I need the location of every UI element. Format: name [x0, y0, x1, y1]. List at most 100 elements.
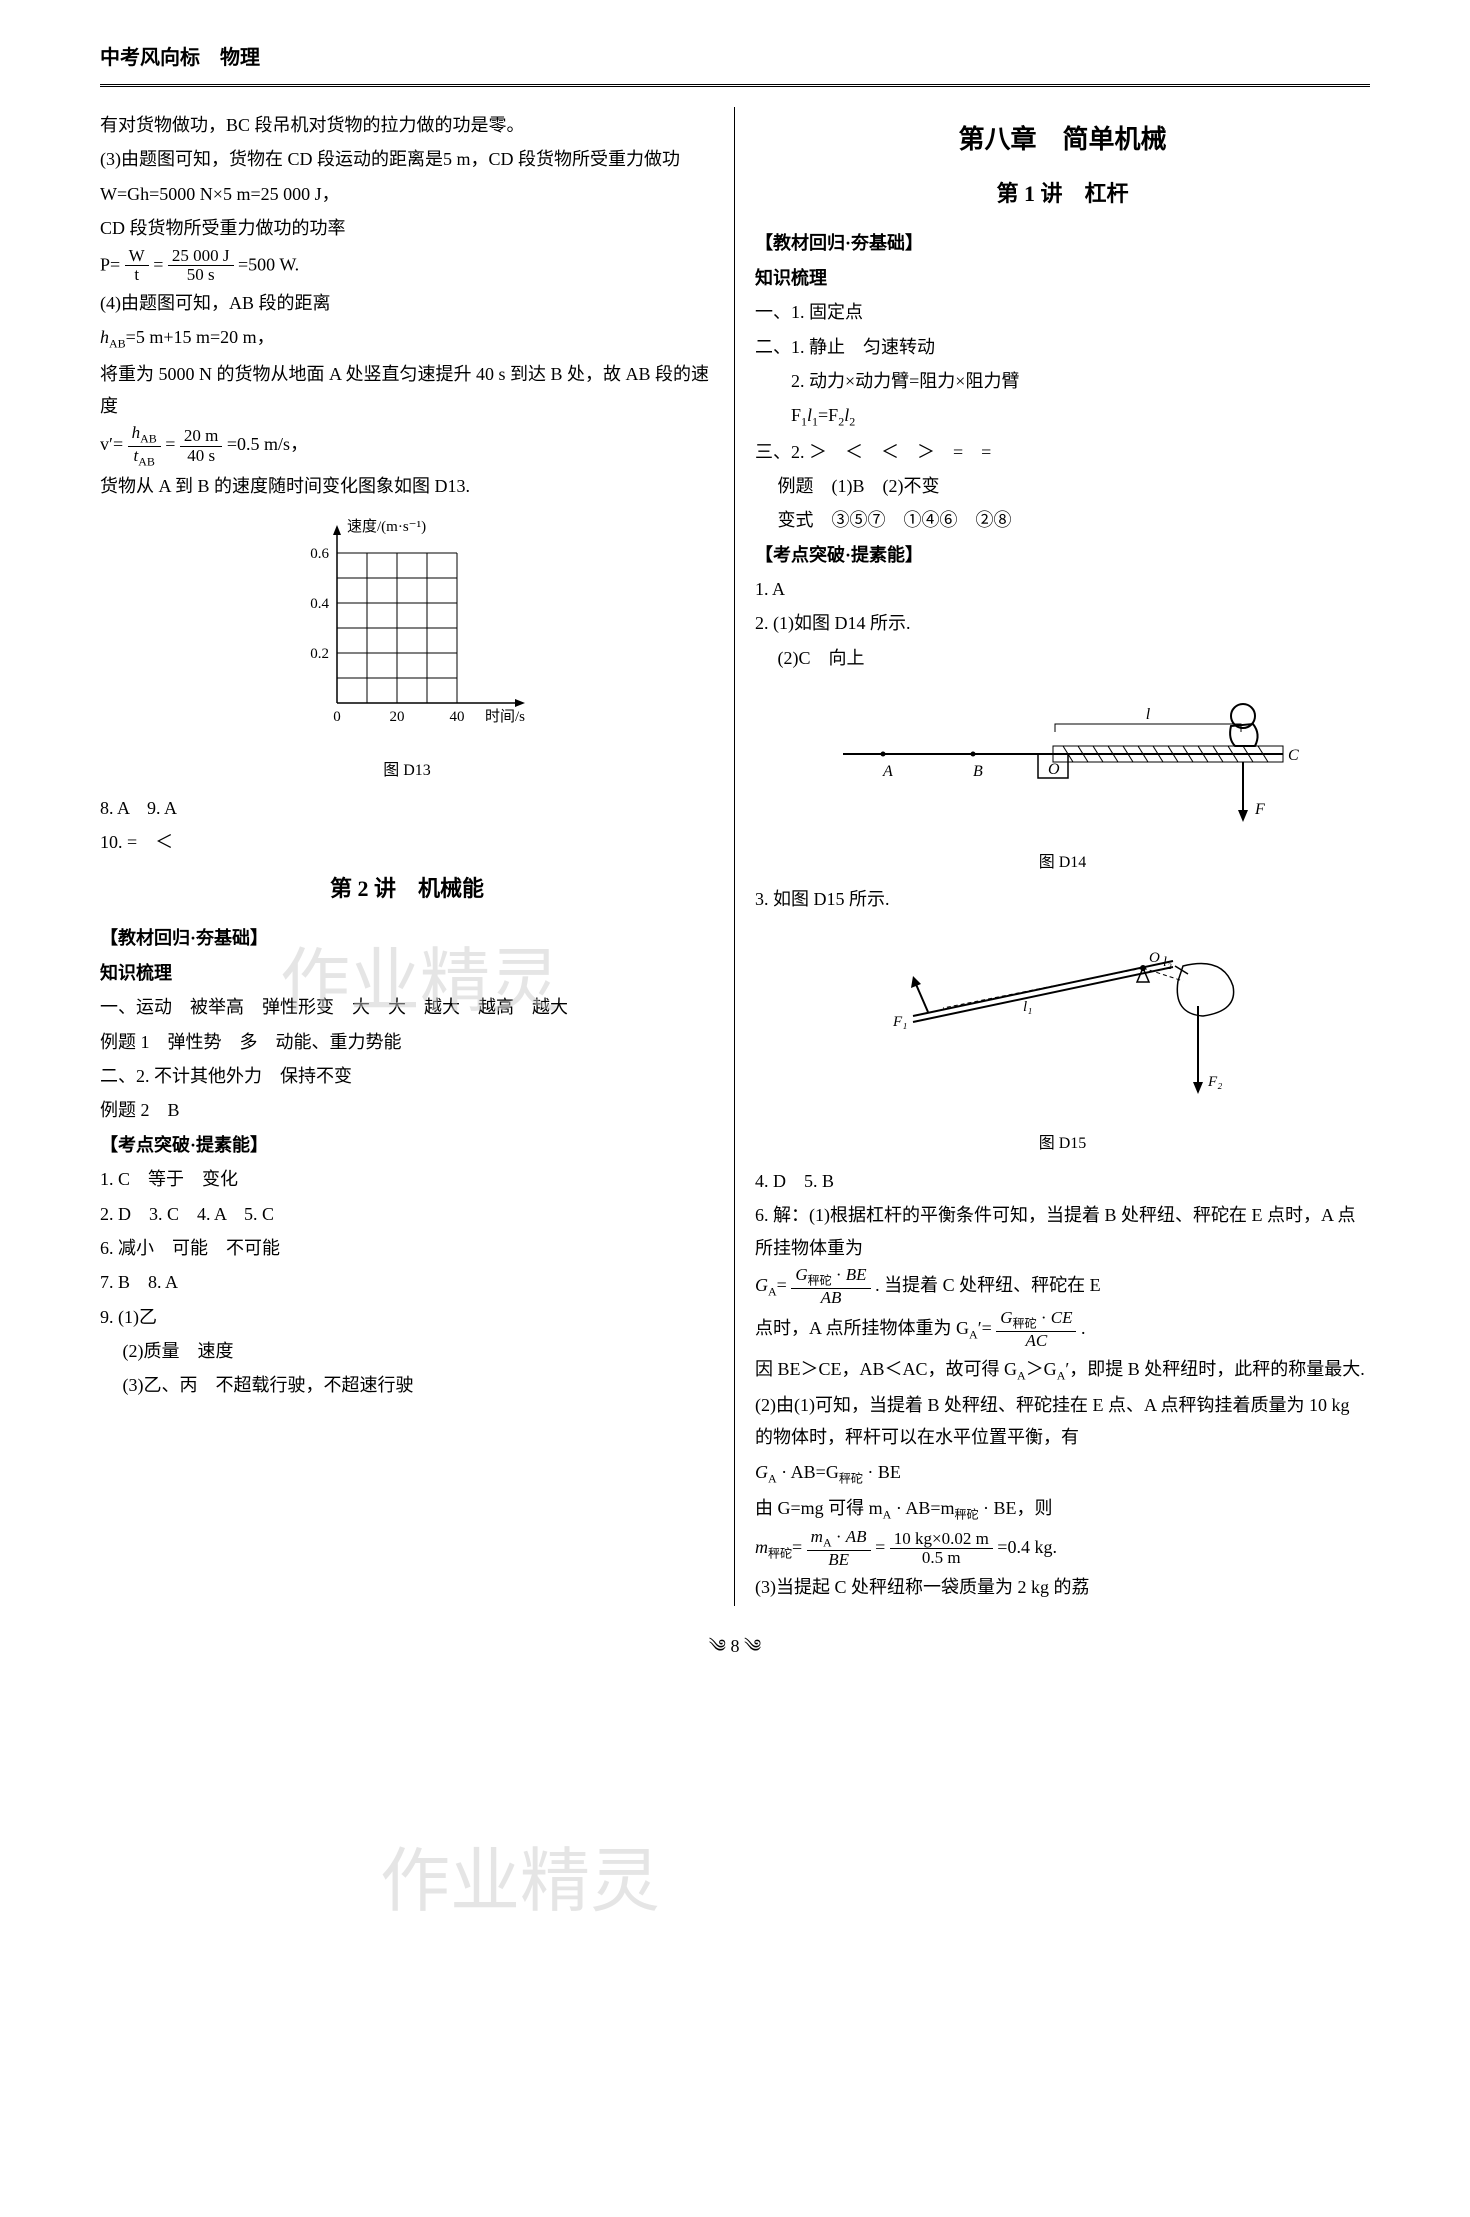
eq-part: =F — [818, 405, 838, 425]
sub-header: 知识梳理 — [100, 957, 714, 989]
text: 变式 ③⑤⑦ ①④⑥ ②⑧ — [755, 504, 1370, 536]
numerator: W — [125, 247, 149, 267]
eq-part: v′= — [100, 435, 123, 455]
page: 中考风向标 物理 有对货物做功，BC 段吊机对货物的拉力做的功是零。 (3)由题… — [100, 40, 1370, 1662]
eq-part: · BE，则 — [979, 1498, 1053, 1518]
xtick: 0 — [333, 709, 341, 725]
label: l₂ — [1163, 955, 1172, 970]
section-header: 【考点突破·提素能】 — [755, 539, 1370, 571]
numerator: hAB — [128, 424, 161, 447]
label: A — [882, 763, 893, 780]
text: 货物从 A 到 B 的速度随时间变化图象如图 D13. — [100, 470, 714, 502]
text: (4)由题图可知，AB 段的距离 — [100, 287, 714, 319]
eq-part: ＞G — [1026, 1359, 1057, 1379]
equation: GA= G秤砣 · BE AB . 当提着 C 处秤纽、秤砣在 E — [755, 1266, 1370, 1307]
equation: m秤砣= mA · AB BE = 10 kg×0.02 m 0.5 m =0.… — [755, 1528, 1370, 1569]
label: l₁ — [1023, 999, 1032, 1015]
subscript: 秤砣 — [955, 1507, 979, 1521]
page-header: 中考风向标 物理 — [100, 40, 1370, 87]
label: O — [1149, 950, 1160, 966]
equation: v′= hAB tAB = 20 m 40 s =0.5 m/s， — [100, 424, 714, 468]
text: 将重为 5000 N 的货物从地面 A 处竖直匀速提升 40 s 到达 B 处，… — [100, 358, 714, 423]
label: O — [1048, 761, 1060, 778]
fraction: 20 m 40 s — [180, 427, 222, 465]
equation: 点时，A 点所挂物体重为 GA′= G秤砣 · CE AC . — [755, 1309, 1370, 1350]
label: F₂ — [1207, 1074, 1222, 1090]
lesson-title: 第 2 讲 机械能 — [100, 869, 714, 909]
fraction: hAB tAB — [128, 424, 161, 468]
figure-d15: O F₁ l₁ l₂ F₂ 图 D15 — [755, 926, 1370, 1159]
label: l — [1145, 706, 1150, 723]
denominator: 0.5 m — [890, 1549, 993, 1568]
eq-part: 点时，A 点所挂物体重为 G — [755, 1318, 969, 1338]
fraction: 25 000 J 50 s — [168, 247, 234, 285]
text: 因 BE＞CE，AB＜AC，故可得 GA＞GA′，即提 B 处秤纽时，此秤的称量… — [755, 1353, 1370, 1387]
var: G — [755, 1462, 768, 1482]
answer-line: 6. 减小 可能 不可能 — [100, 1232, 714, 1264]
subscript: 2 — [849, 415, 855, 429]
page-number-value: 8 — [731, 1636, 740, 1656]
denominator: 40 s — [180, 447, 222, 466]
eq-part: F — [755, 405, 801, 425]
text: 二、2. 不计其他外力 保持不变 — [100, 1060, 714, 1092]
eq-part: . — [1081, 1318, 1086, 1338]
eq-part: = — [165, 435, 175, 455]
fraction: 10 kg×0.02 m 0.5 m — [890, 1530, 993, 1568]
figure-d14: l F A B O C 图 D14 — [755, 684, 1370, 877]
numerator: 25 000 J — [168, 247, 234, 267]
subscript: 秤砣 — [839, 1471, 863, 1485]
answer-line: 8. A 9. A — [100, 792, 714, 824]
equation: W=Gh=5000 N×5 m=25 000 J， — [100, 178, 714, 210]
eq-part: P= — [100, 254, 120, 274]
eq-part: · AB=G — [777, 1462, 839, 1482]
eq-part: · AB=m — [891, 1498, 954, 1518]
ylabel: 速度/(m·s⁻¹) — [347, 518, 426, 535]
eq-part: ′= — [978, 1318, 992, 1338]
subscript: 秤砣 — [768, 1546, 792, 1560]
fraction: W t — [125, 247, 149, 285]
label: C — [1288, 747, 1299, 764]
numerator: 10 kg×0.02 m — [890, 1530, 993, 1550]
text: CD 段货物所受重力做功的功率 — [100, 212, 714, 244]
eq-part: 由 G=mg 可得 m — [755, 1498, 883, 1518]
text: 例题 (1)B (2)不变 — [755, 470, 1370, 502]
watermark: 作业精灵 — [380, 1820, 660, 1946]
answer-line: 3. 如图 D15 所示. — [755, 883, 1370, 915]
sub-header: 知识梳理 — [755, 262, 1370, 294]
var: h — [132, 423, 141, 442]
answer-line: (3)乙、丙 不超载行驶，不超速行驶 — [100, 1369, 714, 1401]
equation: F1l1=F2l2 — [755, 399, 1370, 433]
eq-part: = — [153, 254, 163, 274]
equation: 由 G=mg 可得 mA · AB=m秤砣 · BE，则 — [755, 1492, 1370, 1526]
equation: P= W t = 25 000 J 50 s =500 W. — [100, 247, 714, 285]
lesson-title: 第 1 讲 杠杆 — [755, 174, 1370, 214]
subscript: AB — [109, 337, 126, 351]
text: 二、1. 静止 匀速转动 — [755, 331, 1370, 363]
eq-part: . 当提着 C 处秤纽、秤砣在 E — [875, 1275, 1101, 1295]
label: B — [973, 763, 983, 780]
eq-part: =0.5 m/s， — [227, 435, 308, 455]
xtick: 20 — [390, 709, 405, 725]
ytick: 0.6 — [310, 546, 329, 562]
text: 2. 动力×动力臂=阻力×阻力臂 — [755, 365, 1370, 397]
answer-line: 9. (1)乙 — [100, 1301, 714, 1333]
xlabel: 时间/s — [485, 708, 525, 725]
denominator: tAB — [128, 447, 161, 469]
var: h — [100, 327, 109, 347]
right-column: 第八章 简单机械 第 1 讲 杠杆 【教材回归·夯基础】 知识梳理 一、1. 固… — [735, 107, 1370, 1606]
section-header: 【教材回归·夯基础】 — [100, 922, 714, 954]
fraction: mA · AB BE — [807, 1528, 871, 1569]
text: 有对货物做功，BC 段吊机对货物的拉力做的功是零。 — [100, 109, 714, 141]
eq-part: =500 W. — [238, 254, 299, 274]
denominator: 50 s — [168, 266, 234, 285]
denominator: AC — [996, 1332, 1076, 1351]
eq-part: ′，即提 B 处秤纽时，此秤的称量最大. — [1065, 1359, 1364, 1379]
text: 6. 解：(1)根据杠杆的平衡条件可知，当提着 B 处秤纽、秤砣在 E 点时，A… — [755, 1199, 1370, 1264]
answer-line: 2. D 3. C 4. A 5. C — [100, 1198, 714, 1230]
subscript: AB — [138, 454, 155, 468]
ytick: 0.4 — [310, 596, 329, 612]
section-header: 【教材回归·夯基础】 — [755, 227, 1370, 259]
label: F₁ — [892, 1014, 907, 1030]
eq-part: = — [875, 1537, 885, 1557]
answer-line: 4. D 5. B — [755, 1165, 1370, 1197]
